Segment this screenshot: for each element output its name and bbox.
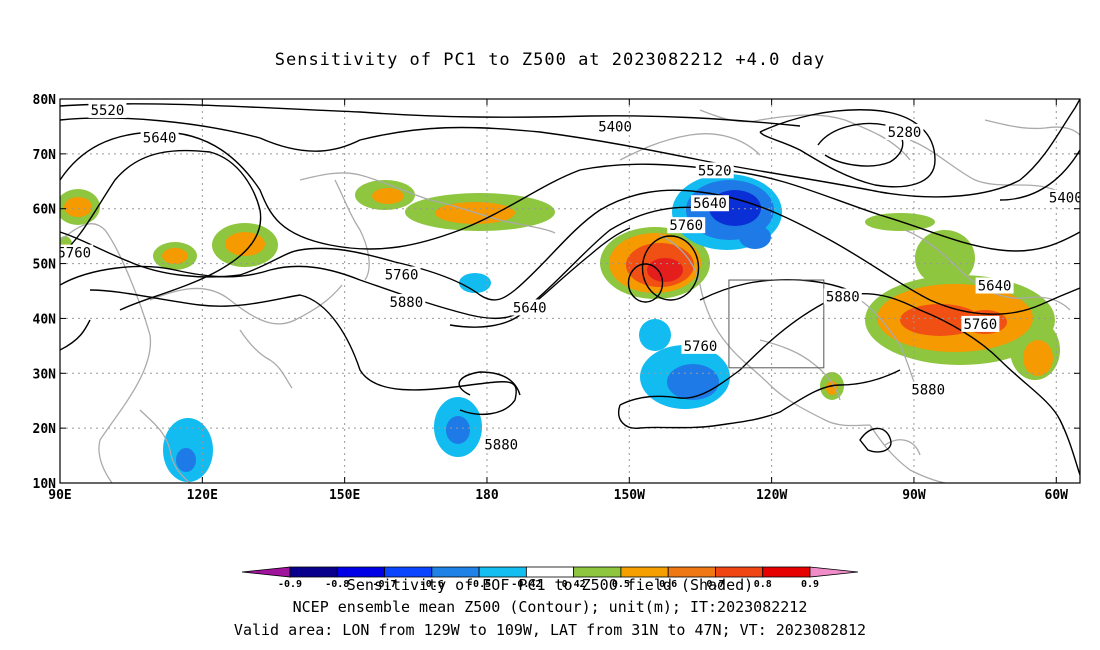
lon-label: 60W xyxy=(1045,488,1069,503)
map-title: Sensitivity of PC1 to Z500 at 2023082212… xyxy=(274,50,826,70)
contour-label: 5520 xyxy=(91,103,125,119)
contour-label-layer: 5520 5640 5400 5280 5520 5640 5760 5400 5760 5760… xyxy=(57,101,1083,454)
sensitivity-shading xyxy=(60,174,1060,482)
contour-label-bg xyxy=(667,217,706,234)
contour-label: 5760 xyxy=(57,246,91,262)
contour-label: 5640 xyxy=(143,130,177,146)
latitude-labels: 80N 70N 60N 50N 40N 30N 20N 10N xyxy=(33,93,57,492)
contour-label-bg xyxy=(596,118,635,135)
lat-label: 10N xyxy=(33,477,57,492)
contour-label-bg xyxy=(1046,189,1080,206)
contour-label-bg xyxy=(681,337,720,354)
contour-label: 5520 xyxy=(698,163,732,179)
contour-label-bg xyxy=(88,101,127,118)
lat-label: 30N xyxy=(33,367,57,382)
contour-label-bg xyxy=(60,244,94,261)
contour-label-bg xyxy=(387,293,426,310)
lon-label: 150W xyxy=(614,488,645,503)
colorbar-tick-label: 0.8 xyxy=(754,579,772,590)
colorbar-tick-label: -0.9 xyxy=(278,579,302,590)
lon-label: 120E xyxy=(187,488,218,503)
colorbar-high-arrow xyxy=(809,566,859,578)
contour-label-bg xyxy=(510,299,549,316)
colorbar-tick-labels: -0.9 -0.8 -0.7 -0.6 -0.5 -0.42 0.42 0.5 0.6 0.7 0.… xyxy=(278,579,819,590)
colorbar-tick-label: 0.7 xyxy=(706,579,724,590)
contour-label: 5760 xyxy=(669,218,703,234)
contour-label-bg xyxy=(885,123,924,140)
caption-shading: Sensitivity of EOF PC1 to Z500 field (Sh… xyxy=(346,576,754,594)
colorbar-tick-label: 0.6 xyxy=(659,579,677,590)
contour-label: 5400 xyxy=(1049,191,1083,207)
contour-label-bg xyxy=(975,277,1014,294)
lon-label: 150E xyxy=(329,488,360,503)
colorbar-tick-label: 0.9 xyxy=(801,579,819,590)
contour-label: 5880 xyxy=(826,289,860,305)
contour-label: 5640 xyxy=(513,300,547,316)
lat-label: 40N xyxy=(33,312,57,327)
contour-label-bg xyxy=(482,436,521,453)
axis-ticks xyxy=(59,98,1080,484)
colorbar-tick-label: 0.5 xyxy=(612,579,630,590)
contour-label: 5280 xyxy=(888,125,922,141)
colorbar-tick-label: -0.7 xyxy=(372,579,396,590)
lat-label: 60N xyxy=(33,203,57,218)
colorbar-tick-label: -0.8 xyxy=(325,579,349,590)
contour-label: 5880 xyxy=(484,438,518,454)
caption-valid-area: Valid area: LON from 129W to 109W, LAT f… xyxy=(233,621,867,639)
contour-label: 5880 xyxy=(389,295,423,311)
contour-label: 5640 xyxy=(978,279,1012,295)
colorbar-tick-label: 0.42 xyxy=(562,579,586,590)
lon-label: 90W xyxy=(902,488,926,503)
lat-label: 70N xyxy=(33,148,57,163)
contour-label-bg xyxy=(961,315,1000,332)
contour-label-bg xyxy=(382,266,421,283)
caption-contour: NCEP ensemble mean Z500 (Contour); unit(… xyxy=(292,598,808,616)
contour-label: 5760 xyxy=(964,317,998,333)
contour-label-bg xyxy=(690,195,729,212)
lat-label: 80N xyxy=(33,93,57,108)
contour-label: 5880 xyxy=(911,383,945,399)
contour-label: 5760 xyxy=(385,268,419,284)
contour-label-bg xyxy=(909,381,948,398)
contour-label-bg xyxy=(140,129,179,146)
lon-label: 180 xyxy=(475,488,499,503)
lon-label: 90E xyxy=(48,488,71,503)
contour-label-bg xyxy=(823,288,862,305)
valid-area-box xyxy=(728,279,825,369)
lat-label: 50N xyxy=(33,258,57,273)
contour-label: 5400 xyxy=(598,119,632,135)
colorbar-tick-label: -0.5 xyxy=(467,579,491,590)
colorbar xyxy=(241,566,859,578)
map-frame xyxy=(59,98,1081,484)
contour-label: 5760 xyxy=(684,339,718,355)
colorbar-tick-label: -0.6 xyxy=(420,579,444,590)
lat-label: 20N xyxy=(33,422,57,437)
contour-label-bg xyxy=(695,162,734,179)
lon-label: 120W xyxy=(756,488,787,503)
contour-label: 5640 xyxy=(693,196,727,212)
longitude-labels: 90E 120E 150E 180 150W 120W 90W 60W xyxy=(48,488,1068,503)
colorbar-tick-label: -0.42 xyxy=(511,579,541,590)
